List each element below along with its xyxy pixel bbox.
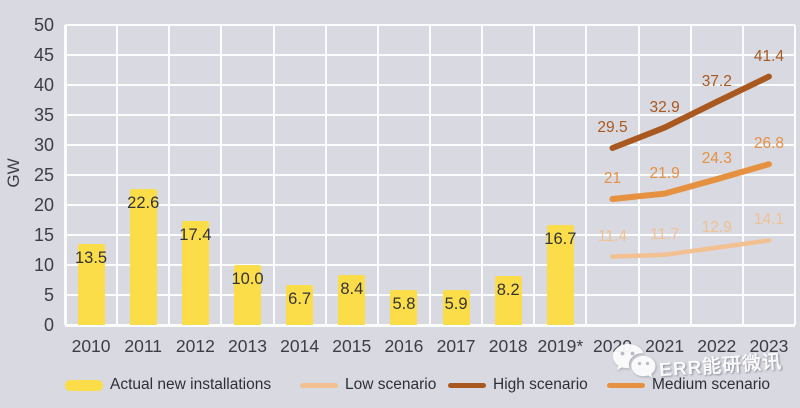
gridline-vertical [220, 25, 223, 325]
bar-2017 [442, 289, 470, 325]
y-tick-label: 50 [33, 15, 54, 35]
gridline-vertical [116, 25, 119, 325]
legend-item-medium-scenario: Medium scenario [607, 376, 770, 394]
bar-2014 [286, 284, 314, 325]
line-value-label: 14.1 [753, 211, 784, 229]
bar-value-label: 13.5 [75, 249, 108, 267]
y-axis-line [63, 25, 67, 325]
gridline-vertical [324, 25, 327, 325]
x-tick-label: 2017 [436, 336, 476, 356]
gridline-vertical [741, 25, 744, 325]
x-tick-label: 2022 [697, 336, 737, 356]
bar-value-label: 8.4 [340, 279, 364, 298]
bar-2018 [494, 275, 522, 325]
bar-2019* [546, 224, 574, 325]
bar-2012 [181, 220, 209, 325]
gridline-vertical [481, 25, 484, 325]
gridline-vertical [376, 25, 379, 325]
gridline-horizontal [65, 323, 795, 327]
legend-swatch [300, 382, 338, 388]
x-tick-label: 2014 [280, 336, 320, 356]
y-tick-label: 20 [33, 195, 54, 215]
line-value-label: 12.9 [701, 218, 732, 236]
legend-item-high-scenario: High scenario [448, 376, 588, 394]
line-value-label: 41.4 [753, 47, 784, 65]
y-tick-label: 10 [33, 255, 54, 275]
y-tick-label: 15 [33, 225, 54, 245]
x-tick-label: 2023 [749, 336, 789, 356]
x-tick-label: 2021 [645, 336, 685, 356]
legend-label: Low scenario [345, 376, 437, 393]
y-tick-label: 5 [43, 285, 54, 305]
x-tick-label: 2012 [175, 336, 215, 356]
legend-label: High scenario [493, 376, 588, 393]
x-tick-label: 2018 [488, 336, 528, 356]
watermark: ERR能研微讯 [612, 338, 800, 390]
bar-value-label: 16.7 [544, 229, 577, 248]
gridline-vertical [585, 25, 588, 325]
line-value-label: 37.2 [701, 72, 732, 90]
bar-value-label: 17.4 [179, 225, 212, 244]
legend-label: Actual new installations [110, 376, 272, 393]
bar-2010 [77, 244, 105, 325]
bar-value-label: 8.2 [496, 280, 520, 299]
gridline-vertical [794, 25, 796, 325]
legend-label: Medium scenario [652, 376, 771, 393]
bar-value-label: 6.7 [288, 289, 312, 308]
y-tick-label: 35 [33, 105, 54, 125]
y-tick-label: 45 [33, 45, 54, 65]
y-tick-label: 0 [43, 315, 54, 335]
x-tick-label: 2010 [71, 336, 111, 356]
y-tick-label: 40 [33, 75, 54, 95]
bar-2013 [234, 265, 261, 325]
legend-swatch [448, 382, 486, 388]
bar-value-label: 5.9 [444, 294, 468, 313]
x-tick-label: 2013 [228, 336, 267, 356]
line-value-label: 29.5 [597, 119, 628, 136]
legend-swatch [65, 379, 103, 391]
bar-value-label: 22.6 [127, 194, 160, 213]
x-tick-label: 2011 [124, 336, 163, 356]
wechat-icon [613, 344, 656, 378]
bar-2015 [338, 274, 366, 325]
gridline-vertical [429, 25, 431, 325]
y-tick-label: 30 [33, 135, 54, 155]
legend-swatch [607, 382, 645, 388]
line-value-label: 26.8 [753, 135, 784, 153]
gridline-vertical [533, 25, 536, 325]
legend-item-low-scenario: Low scenario [300, 376, 436, 394]
bar-2016 [390, 290, 418, 325]
legend-item-actual-new-installations: Actual new installations [65, 376, 271, 394]
bar-value-label: 10.0 [231, 270, 264, 288]
bar-2011 [129, 189, 157, 325]
x-tick-label: 2019* [537, 336, 584, 356]
gridline-vertical [168, 25, 171, 325]
x-tick-label: 2016 [384, 336, 424, 356]
watermark-text: ERR能研微讯 [658, 351, 783, 382]
y-tick-label: 25 [33, 165, 54, 185]
bar-value-label: 5.8 [392, 295, 416, 314]
line-value-label: 24.3 [701, 150, 732, 168]
gridline-vertical [272, 25, 275, 325]
x-tick-label: 2015 [332, 336, 372, 356]
line-value-label: 32.9 [649, 98, 680, 116]
